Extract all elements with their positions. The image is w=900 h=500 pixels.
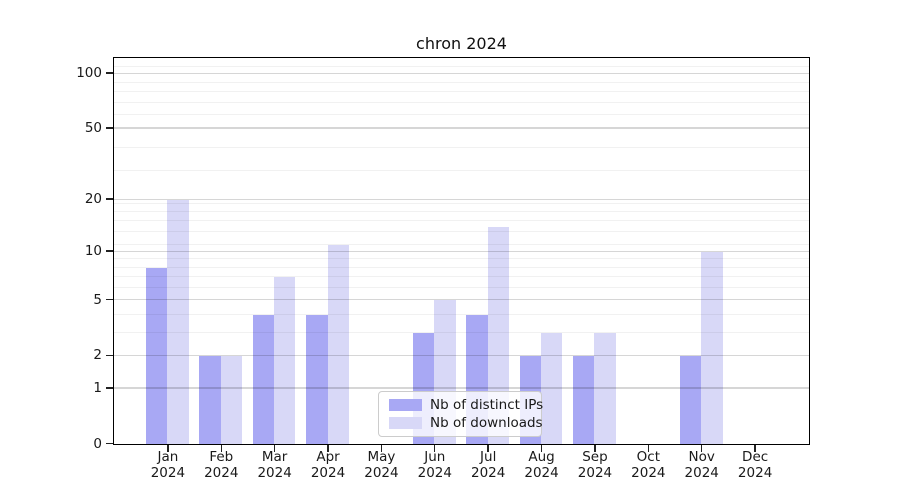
chart-title: chron 2024 (416, 34, 507, 53)
legend: Nb of distinct IPs Nb of downloads (378, 391, 543, 437)
y-tick-label-2: 2 (93, 347, 102, 364)
x-tick-mark (220, 445, 222, 452)
gridline-minor (114, 202, 809, 204)
x-tick-mark (487, 445, 489, 452)
gridline-major (114, 198, 809, 200)
gridline-minor (114, 258, 809, 260)
x-tick-label-jun: Jun 2024 (417, 449, 452, 481)
y-tick-label-5: 5 (93, 291, 102, 308)
legend-label-downloads: Nb of downloads (430, 415, 543, 432)
bar-downloads-mar (274, 277, 296, 444)
bar-ips-mar (252, 314, 275, 444)
grid-layer (114, 58, 809, 444)
x-tick-mark (273, 445, 276, 452)
x-tick-mark (647, 445, 650, 452)
gridline-major (114, 127, 809, 129)
gridline-minor (114, 91, 809, 93)
gridline-minor (114, 243, 809, 245)
x-tick-label-apr: Apr 2024 (310, 449, 346, 481)
x-tick-label-may: May 2024 (364, 449, 399, 481)
y-tick-mark (106, 442, 113, 445)
x-tick-label-oct: Oct 2024 (631, 449, 666, 481)
y-tick-mark (106, 298, 113, 301)
x-tick-label-jul: Jul 2024 (471, 449, 506, 481)
bar-ips-jan (146, 267, 168, 444)
x-tick-mark (594, 445, 596, 452)
x-tick-mark (167, 445, 169, 452)
x-tick-mark (754, 445, 756, 452)
bar-ips-sep (573, 355, 595, 444)
y-tick-label-20: 20 (84, 191, 102, 208)
ips-series-swatch (389, 398, 422, 411)
gridline-major (114, 354, 809, 357)
bar-downloads-nov (701, 251, 723, 444)
x-tick-label-nov: Nov 2024 (684, 449, 719, 481)
legend-item-downloads: Nb of downloads (389, 415, 543, 431)
legend-item-ips: Nb of distinct IPs (389, 397, 543, 413)
y-tick-mark (106, 198, 113, 200)
y-tick-label-100: 100 (76, 65, 102, 81)
gridline-minor (114, 81, 809, 83)
gridline-minor (114, 266, 809, 268)
plot-area (113, 57, 810, 445)
x-tick-mark (380, 445, 383, 452)
x-tick-label-feb: Feb 2024 (204, 449, 239, 481)
y-tick-mark (106, 127, 113, 129)
gridline-minor (114, 146, 809, 148)
gridline-minor (114, 286, 809, 288)
x-tick-mark (434, 445, 436, 452)
bar-downloads-jan (167, 199, 189, 444)
y-tick-label-10: 10 (84, 243, 102, 259)
x-tick-mark (540, 445, 543, 452)
gridline-minor (114, 331, 809, 333)
bar-ips-feb (199, 355, 221, 444)
y-tick-label-50: 50 (84, 119, 102, 136)
y-tick-mark (106, 250, 113, 252)
bar-downloads-aug (541, 332, 563, 444)
gridline-minor (114, 210, 809, 212)
bar-ips-nov (679, 355, 702, 444)
gridline-minor (114, 169, 809, 171)
gridline-minor (114, 114, 809, 116)
y-tick-mark (106, 354, 113, 356)
y-tick-mark (106, 72, 113, 74)
bar-downloads-sep (594, 332, 616, 444)
y-tick-label-0: 0 (93, 435, 102, 452)
y-tick-label-1: 1 (93, 379, 102, 396)
gridline-minor (114, 220, 809, 222)
x-tick-label-jan: Jan 2024 (150, 449, 186, 481)
gridline-minor (114, 276, 809, 278)
x-tick-mark (701, 445, 703, 452)
legend-label-ips: Nb of distinct IPs (430, 396, 544, 413)
bar-ips-apr (306, 314, 328, 444)
gridline-minor (114, 65, 809, 67)
x-tick-label-dec: Dec 2024 (737, 449, 773, 481)
x-tick-label-sep: Sep 2024 (577, 449, 613, 481)
x-tick-mark (327, 445, 329, 452)
gridline-minor (114, 101, 809, 103)
gridline-minor (114, 313, 809, 315)
bar-downloads-jul (487, 226, 510, 444)
bar-downloads-apr (327, 244, 349, 444)
gridline-major (114, 299, 809, 301)
gridline-major (114, 72, 809, 74)
downloads-series-swatch (389, 417, 422, 430)
x-tick-label-mar: Mar 2024 (257, 449, 292, 481)
gridline-major (114, 250, 809, 252)
y-tick-mark (106, 387, 113, 389)
gridline-major (114, 387, 809, 389)
gridline-minor (114, 231, 809, 233)
bar-downloads-feb (220, 355, 243, 444)
x-tick-label-aug: Aug 2024 (524, 449, 559, 481)
